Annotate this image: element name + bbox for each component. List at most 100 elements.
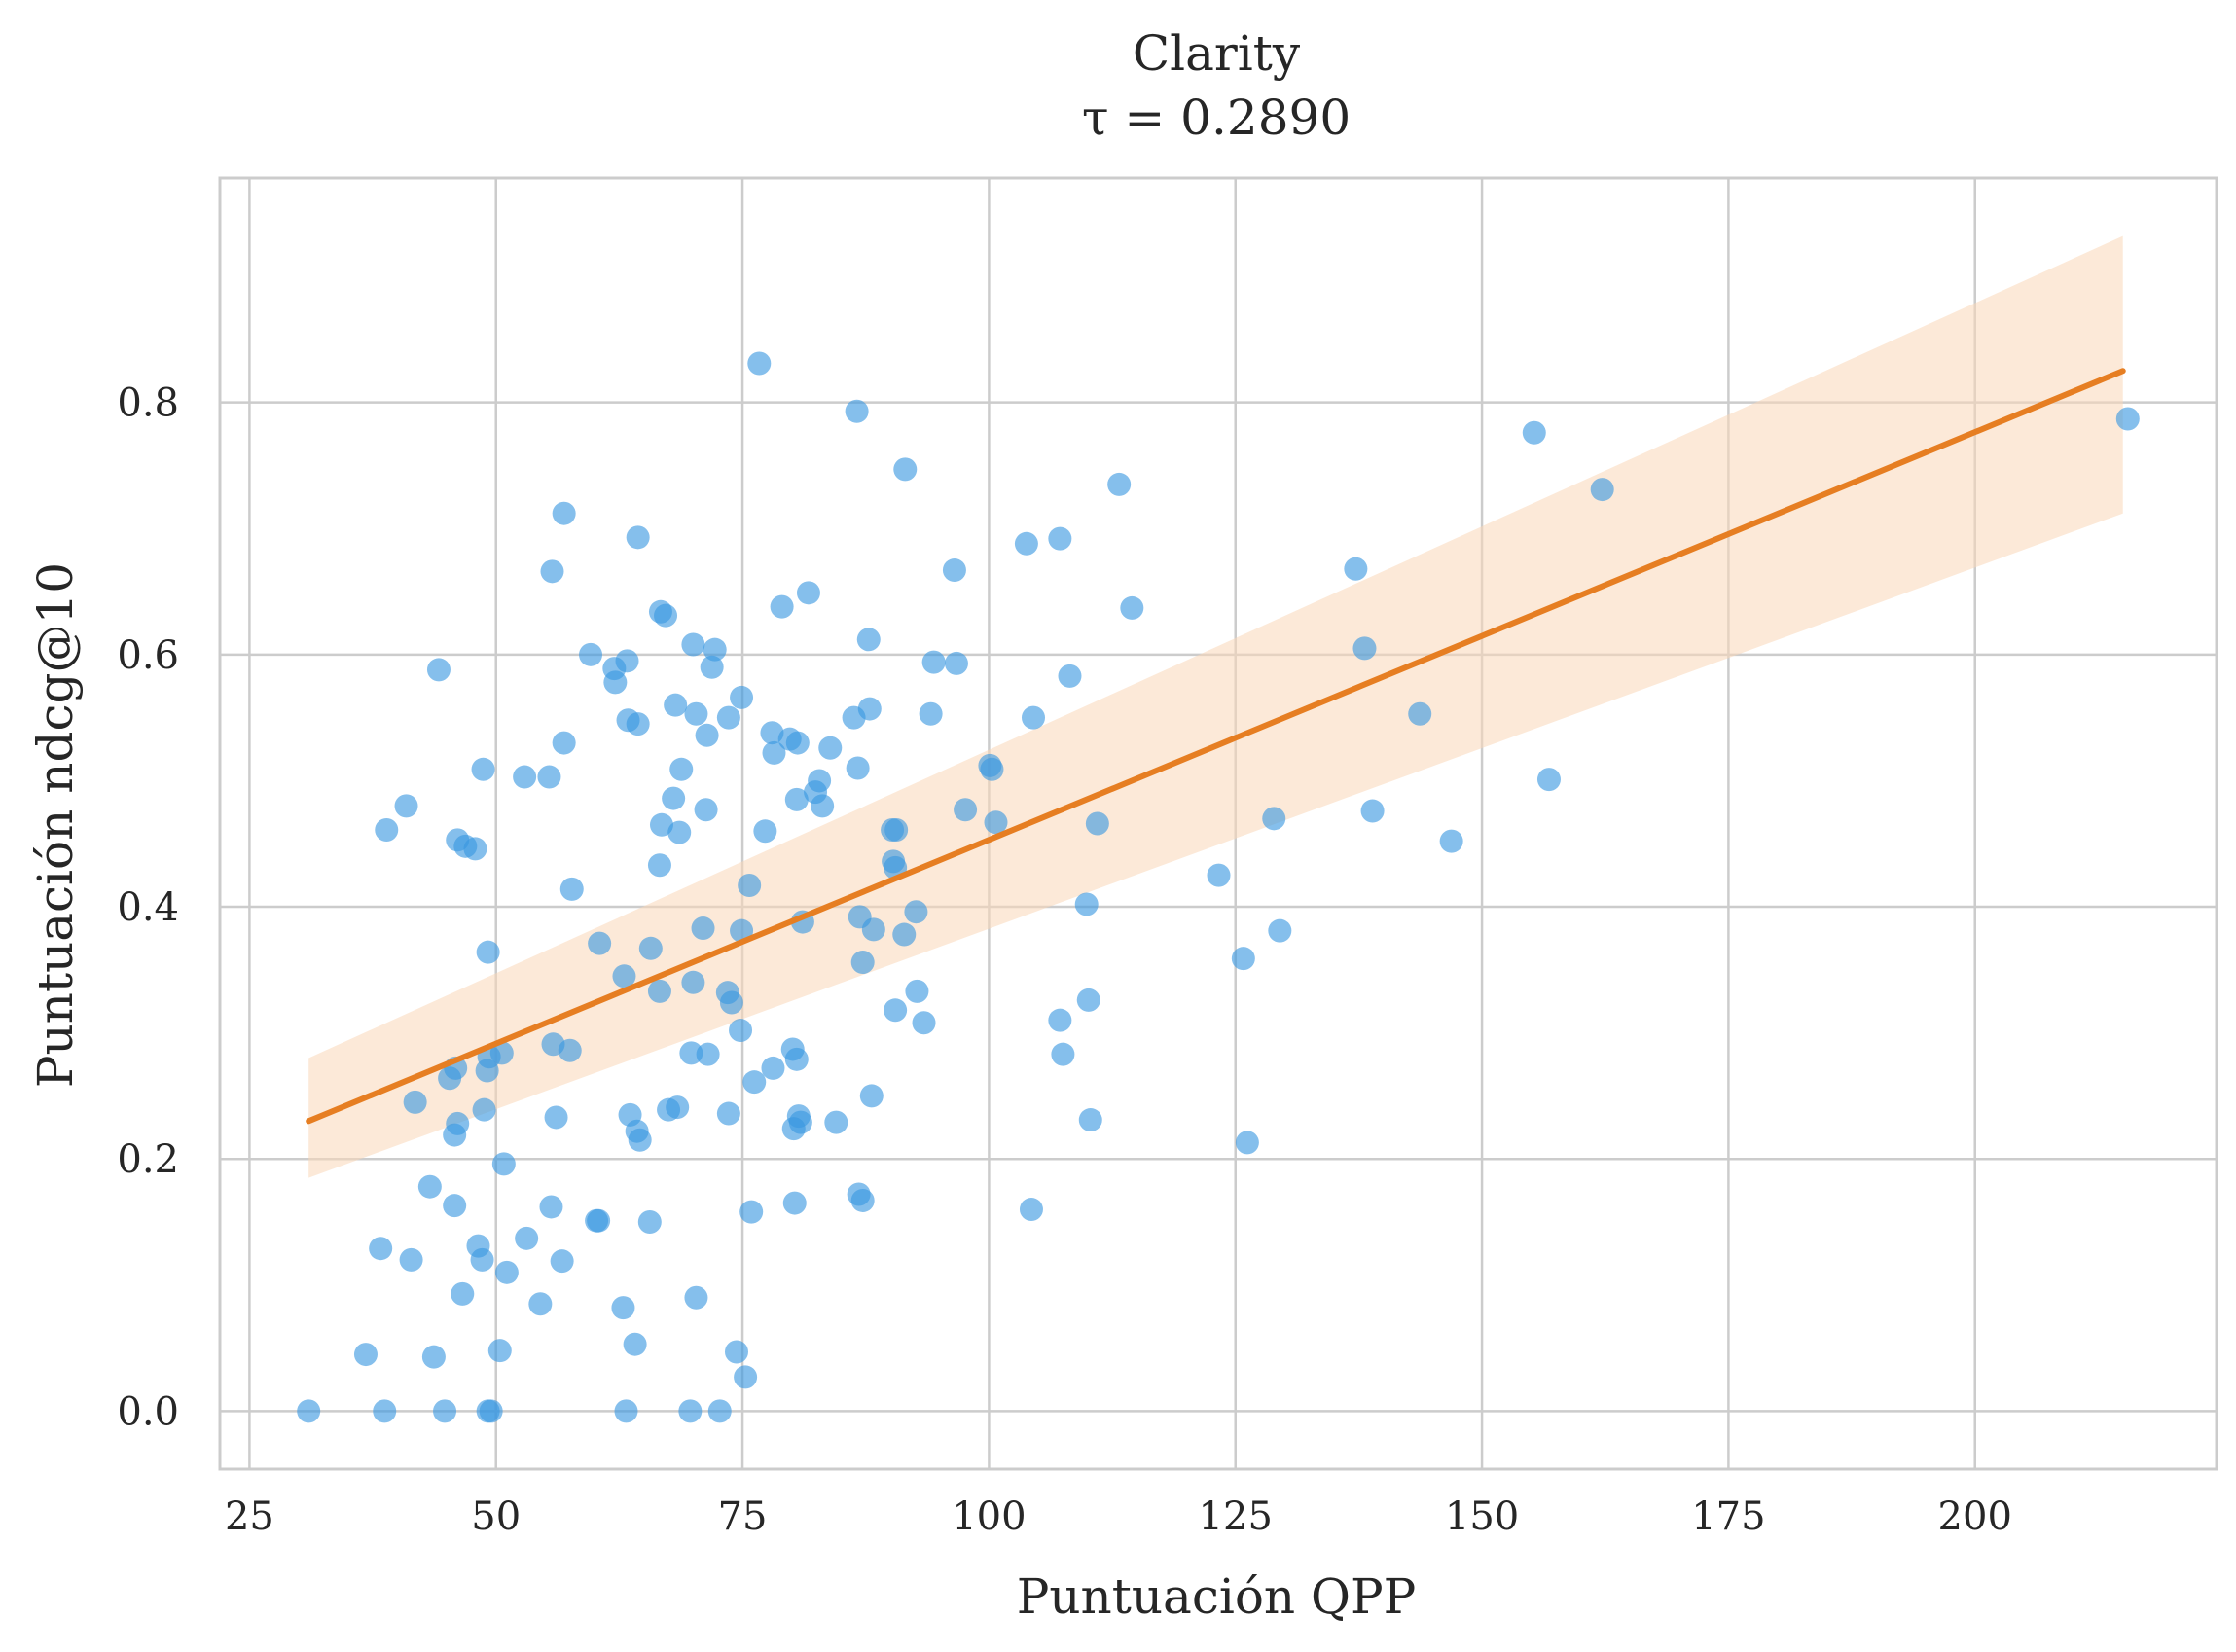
data-point [375, 817, 399, 842]
data-point [664, 693, 688, 717]
data-point [850, 1188, 875, 1212]
data-point [954, 798, 978, 822]
data-point [647, 979, 671, 1003]
data-point [703, 637, 727, 662]
data-point [770, 594, 794, 619]
data-point [588, 931, 612, 955]
data-point [707, 1399, 732, 1423]
data-point [540, 559, 564, 584]
data-point [784, 1047, 809, 1071]
data-point [626, 525, 650, 550]
data-point [716, 1101, 740, 1126]
data-point [552, 501, 576, 525]
data-point [1058, 664, 1082, 688]
data-point [884, 998, 908, 1023]
confidence-band [308, 235, 2123, 1178]
data-point [1344, 557, 1368, 581]
data-point [1262, 807, 1286, 831]
data-point [373, 1399, 397, 1423]
data-point [845, 399, 869, 423]
data-point [1107, 472, 1132, 496]
data-point [579, 642, 603, 666]
y-tick-labels: 0.0 0.2 0.4 0.6 0.8 [117, 381, 179, 1435]
data-point [1360, 799, 1385, 823]
data-point [782, 1191, 807, 1215]
data-point [394, 794, 418, 818]
data-point [369, 1237, 393, 1261]
data-point [403, 1090, 427, 1114]
data-point [654, 603, 678, 628]
data-point [856, 628, 881, 652]
data-point [647, 853, 671, 878]
chart-subtitle: τ = 0.2890 [1082, 90, 1351, 146]
data-point [2115, 407, 2140, 431]
data-point [921, 650, 946, 674]
data-point [513, 765, 537, 789]
x-tick-label: 100 [952, 1494, 1026, 1539]
data-point [747, 351, 772, 376]
y-tick-label: 0.6 [117, 633, 179, 678]
data-point [691, 916, 715, 941]
data-point [796, 581, 820, 605]
data-point [892, 922, 917, 947]
data-point [984, 810, 1008, 835]
data-point [662, 786, 686, 810]
data-point [730, 685, 754, 709]
data-point [471, 757, 495, 781]
data-point [539, 1195, 563, 1219]
data-point [739, 1200, 764, 1224]
data-point [824, 1110, 848, 1134]
data-point [1522, 420, 1546, 445]
data-point [353, 1343, 378, 1367]
x-tick-label: 50 [471, 1494, 521, 1539]
data-point [808, 769, 832, 793]
y-axis-label: Puntuación ndcg@10 [27, 562, 84, 1088]
data-point [463, 837, 487, 861]
data-point [626, 712, 650, 736]
regression-line [306, 368, 2126, 1125]
data-point [811, 794, 835, 818]
data-point [846, 756, 870, 780]
data-point [700, 655, 724, 679]
data-point [905, 979, 929, 1003]
data-point [1590, 478, 1614, 502]
data-point [1074, 892, 1099, 916]
data-point [1014, 531, 1038, 556]
data-point [528, 1292, 553, 1316]
x-tick-labels: 25 50 75 100 125 150 175 200 [225, 1494, 2012, 1539]
data-point [667, 820, 692, 844]
x-tick-label: 150 [1445, 1494, 1519, 1539]
data-point [1352, 636, 1377, 661]
data-point [694, 798, 718, 822]
data-point [944, 651, 968, 675]
data-point [558, 1038, 582, 1062]
data-point [818, 736, 843, 760]
data-point [426, 658, 451, 682]
data-point [684, 701, 708, 726]
data-point [681, 970, 705, 994]
data-point [753, 819, 777, 844]
data-point [742, 1070, 767, 1095]
data-point [297, 1399, 321, 1423]
data-point [446, 1111, 470, 1135]
data-point [421, 1345, 446, 1369]
data-point [615, 649, 639, 673]
data-point [980, 757, 1004, 781]
data-point [696, 1042, 720, 1066]
regression-fit-line [306, 368, 2126, 1125]
data-point [760, 721, 784, 745]
y-tick-label: 0.2 [117, 1137, 179, 1182]
data-point [552, 731, 576, 755]
y-tick-label: 0.4 [117, 885, 179, 930]
data-point [399, 1247, 423, 1272]
data-point [472, 1097, 496, 1122]
data-point [669, 757, 694, 781]
data-point [537, 765, 561, 789]
x-tick-label: 125 [1199, 1494, 1273, 1539]
data-point [489, 1041, 514, 1065]
data-point [470, 1247, 494, 1272]
y-tick-label: 0.8 [117, 381, 179, 426]
data-point [724, 1340, 748, 1364]
x-axis-label: Puntuación QPP [1017, 1568, 1417, 1625]
